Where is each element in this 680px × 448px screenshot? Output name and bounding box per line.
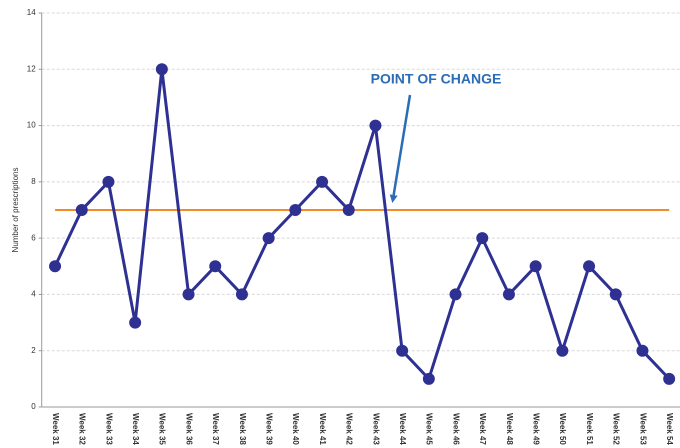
data-point — [129, 316, 142, 329]
annotation: POINT OF CHANGE — [371, 71, 502, 87]
data-point — [449, 288, 462, 301]
y-tick-label: 8 — [31, 177, 36, 186]
y-tick-label: 2 — [31, 346, 36, 355]
data-point — [316, 175, 329, 188]
y-tick-label: 14 — [27, 8, 36, 17]
x-tick-label: Week 41 — [318, 413, 327, 445]
data-point — [369, 119, 382, 132]
y-tick-label: 6 — [31, 233, 36, 242]
data-point — [556, 344, 569, 357]
x-tick-label: Week 35 — [158, 413, 167, 445]
x-tick-label: Week 34 — [131, 413, 140, 445]
x-tick-label: Week 45 — [425, 413, 434, 445]
data-point — [262, 232, 275, 245]
annotation-arrow — [389, 94, 412, 203]
x-tick-label: Week 46 — [451, 413, 460, 445]
data-point — [396, 344, 409, 357]
data-point — [289, 204, 302, 216]
y-tick-label: 12 — [27, 64, 36, 73]
data-point — [609, 288, 622, 301]
x-tick-label: Week 48 — [505, 413, 514, 445]
y-tick-label: 10 — [27, 121, 36, 130]
x-tick-label: Week 39 — [265, 413, 274, 445]
data-point — [636, 344, 649, 357]
data-point — [583, 260, 596, 273]
x-tick-label: Week 38 — [238, 413, 247, 445]
x-tick-label: Week 49 — [532, 413, 541, 445]
data-point — [529, 260, 542, 273]
data-point — [209, 260, 222, 273]
x-tick-label: Week 51 — [585, 413, 594, 445]
x-tick-label: Week 31 — [51, 413, 60, 445]
data-point — [502, 288, 515, 301]
data-point — [422, 372, 435, 385]
y-axis-label: Number of prescriptions — [11, 168, 20, 253]
x-tick-label: Week 53 — [638, 413, 647, 445]
data-point — [102, 175, 115, 188]
data-point — [75, 204, 88, 216]
x-tick-label: Week 32 — [78, 413, 87, 445]
x-tick-label: Week 50 — [558, 413, 567, 445]
x-tick-label: Week 36 — [184, 413, 193, 445]
y-tick-label: 4 — [31, 290, 36, 299]
x-tick-label: Week 43 — [371, 413, 380, 445]
x-tick-label: Week 42 — [345, 413, 354, 445]
data-point — [155, 63, 168, 76]
x-tick-label: Week 52 — [612, 413, 621, 445]
x-tick-label: Week 47 — [478, 413, 487, 445]
data-point — [342, 204, 355, 216]
x-tick-label: Week 44 — [398, 413, 407, 445]
data-point — [182, 288, 195, 301]
x-tick-label: Week 40 — [291, 413, 300, 445]
x-tick-label: Week 54 — [665, 413, 674, 445]
data-point — [476, 232, 489, 245]
data-point — [235, 288, 248, 301]
y-tick-label: 0 — [31, 402, 36, 411]
x-tick-label: Week 33 — [104, 413, 113, 445]
data-line — [53, 69, 671, 382]
data-point — [663, 372, 676, 385]
x-tick-label: Week 37 — [211, 413, 220, 445]
data-point — [49, 260, 62, 273]
